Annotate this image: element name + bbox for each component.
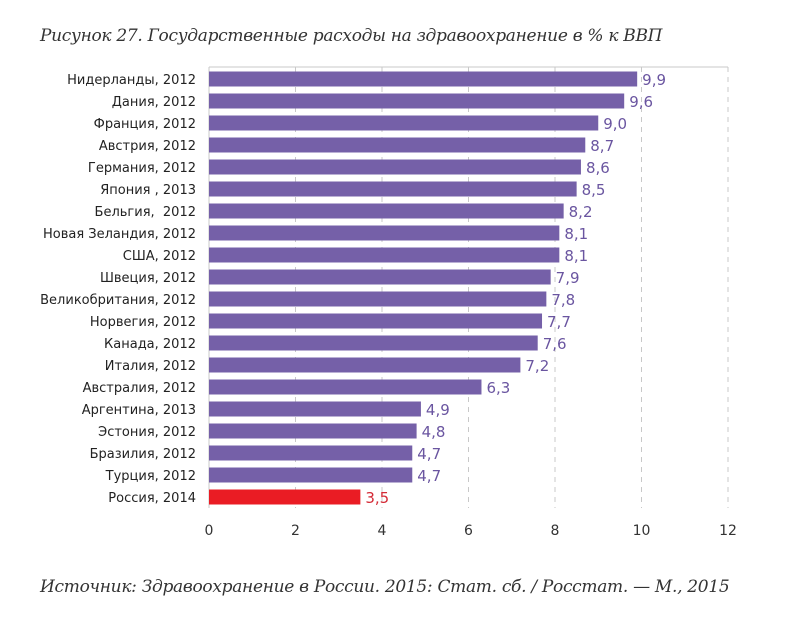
bars bbox=[209, 71, 638, 505]
category-label: Новая Зеландия, 2012 bbox=[43, 227, 196, 242]
category-label: Германия, 2012 bbox=[88, 161, 196, 176]
category-label: Аргентина, 2013 bbox=[82, 403, 196, 418]
category-label: Австралия, 2012 bbox=[83, 381, 196, 396]
bar bbox=[209, 379, 482, 395]
category-label: Италия, 2012 bbox=[105, 359, 196, 374]
category-label: Дания, 2012 bbox=[112, 95, 196, 110]
bar bbox=[209, 137, 586, 153]
value-label: 7,6 bbox=[543, 335, 567, 353]
value-label: 6,3 bbox=[486, 379, 510, 397]
bar bbox=[209, 423, 417, 439]
bar bbox=[209, 291, 547, 307]
x-tick-label: 12 bbox=[719, 523, 737, 539]
category-label: Россия, 2014 bbox=[108, 491, 196, 506]
bar bbox=[209, 225, 560, 241]
category-label: Нидерланды, 2012 bbox=[67, 73, 196, 88]
category-label: Бельгия, 2012 bbox=[95, 205, 196, 220]
x-tick-label: 8 bbox=[551, 523, 560, 539]
bar bbox=[209, 181, 577, 197]
value-label: 4,7 bbox=[417, 467, 441, 485]
gridlines bbox=[208, 66, 729, 508]
x-tick-label: 0 bbox=[205, 523, 214, 539]
x-tick-label: 2 bbox=[291, 523, 300, 539]
category-label: Канада, 2012 bbox=[104, 337, 196, 352]
value-label: 8,6 bbox=[586, 159, 610, 177]
category-label: Япония , 2013 bbox=[100, 183, 196, 198]
bar bbox=[209, 71, 638, 87]
category-label: Бразилия, 2012 bbox=[90, 447, 196, 462]
value-label: 4,9 bbox=[426, 401, 450, 419]
bar bbox=[209, 467, 413, 483]
bar-highlight bbox=[209, 489, 361, 505]
value-label: 8,1 bbox=[564, 225, 588, 243]
value-label: 3,5 bbox=[365, 489, 389, 507]
bar bbox=[209, 313, 543, 329]
category-labels: Нидерланды, 2012 Дания, 2012 Франция, 2012… bbox=[40, 73, 196, 506]
category-label: Франция, 2012 bbox=[94, 117, 196, 132]
value-label: 9,9 bbox=[642, 71, 666, 89]
x-axis-ticks: 0 2 4 6 8 10 12 bbox=[205, 523, 737, 539]
source-note: Источник: Здравоохранение в России. 2015… bbox=[40, 577, 730, 597]
category-label: Эстония, 2012 bbox=[98, 425, 196, 440]
value-labels: 9,9 9,69,0 8,7 8,6 8,5 8,2 8,1 8,1 7,9 7,8 7,7 7,6 7… bbox=[365, 71, 666, 507]
bar bbox=[209, 401, 421, 417]
bar bbox=[209, 335, 538, 351]
value-label: 4,7 bbox=[417, 445, 441, 463]
category-label: Норвегия, 2012 bbox=[90, 315, 196, 330]
x-tick-label: 4 bbox=[378, 523, 387, 539]
value-label: 7,7 bbox=[547, 313, 571, 331]
bar bbox=[209, 203, 564, 219]
category-label: Швеция, 2012 bbox=[100, 271, 196, 286]
chart-title: Рисунок 27. Государственные расходы на з… bbox=[40, 26, 663, 46]
category-label: США, 2012 bbox=[123, 249, 196, 264]
value-label: 8,5 bbox=[582, 181, 606, 199]
value-label: 7,8 bbox=[551, 291, 575, 309]
bar bbox=[209, 445, 413, 461]
value-label: 4,8 bbox=[422, 423, 446, 441]
value-label: 8,7 bbox=[590, 137, 614, 155]
value-label: 7,2 bbox=[525, 357, 549, 375]
bar bbox=[209, 93, 625, 109]
bar bbox=[209, 247, 560, 263]
x-tick-label: 6 bbox=[464, 523, 473, 539]
category-label: Великобритания, 2012 bbox=[40, 293, 196, 308]
value-label: 8,1 bbox=[564, 247, 588, 265]
value-label: 8,2 bbox=[569, 203, 593, 221]
value-label: 7,9 bbox=[556, 269, 580, 287]
bar bbox=[209, 269, 551, 285]
bar bbox=[209, 115, 599, 131]
category-label: Австрия, 2012 bbox=[99, 139, 196, 154]
value-label: 9,6 bbox=[629, 93, 653, 111]
bar bbox=[209, 357, 521, 373]
x-tick-label: 10 bbox=[633, 523, 651, 539]
value-label: 9,0 bbox=[603, 115, 627, 133]
bar bbox=[209, 159, 581, 175]
category-label: Турция, 2012 bbox=[105, 469, 196, 484]
